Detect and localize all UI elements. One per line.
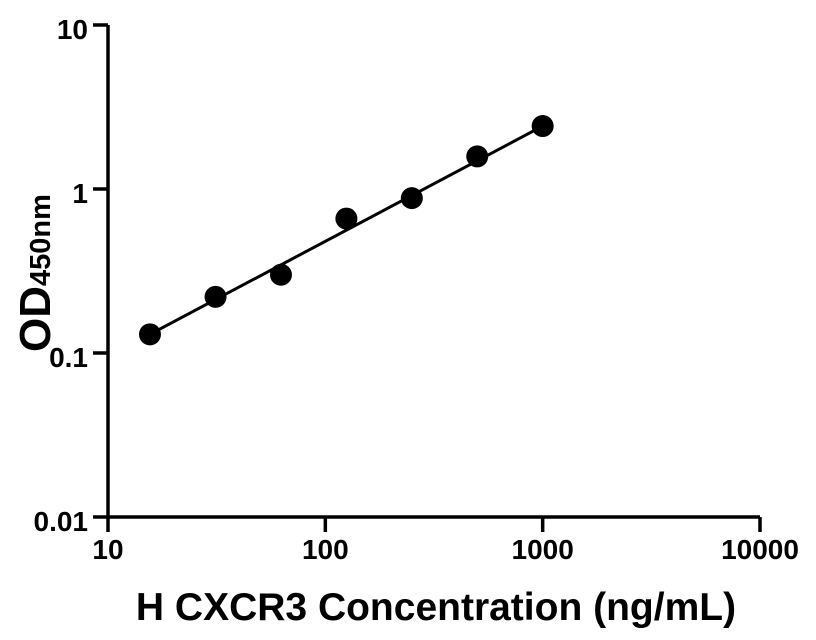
x-tick-label: 10 (92, 534, 123, 565)
data-point-marker (400, 187, 423, 210)
tick-labels-layer: 10 100 1000 10000 10 1 0.1 0.01 (34, 14, 799, 565)
y-tick-label: 10 (57, 14, 88, 45)
x-tick-label: 1000 (512, 534, 574, 565)
x-axis-title: H CXCR3 Concentration (ng/mL) (136, 586, 736, 629)
axes (106, 25, 760, 519)
data-point-marker (466, 145, 489, 168)
x-tick-label: 10000 (721, 534, 799, 565)
y-axis-title: OD450nm (11, 194, 60, 352)
tick-marks-layer (93, 23, 762, 532)
data-point-marker (531, 115, 554, 138)
y-tick-label: 1 (72, 178, 88, 209)
y-axis-title-main: OD (11, 286, 60, 352)
y-axis-title-subscript: 450nm (25, 194, 57, 286)
data-points-layer (138, 115, 554, 346)
y-tick-label: 0.1 (49, 342, 88, 373)
data-point-marker (269, 263, 292, 286)
x-tick-label: 100 (302, 534, 349, 565)
data-point-marker (138, 323, 161, 346)
data-point-marker (204, 285, 227, 308)
data-point-marker (335, 207, 358, 230)
y-tick-label: 0.01 (34, 506, 89, 537)
